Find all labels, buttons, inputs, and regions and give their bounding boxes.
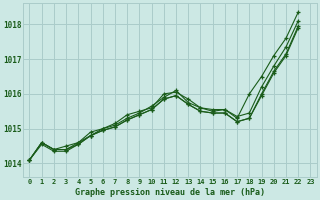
X-axis label: Graphe pression niveau de la mer (hPa): Graphe pression niveau de la mer (hPa) <box>75 188 265 197</box>
